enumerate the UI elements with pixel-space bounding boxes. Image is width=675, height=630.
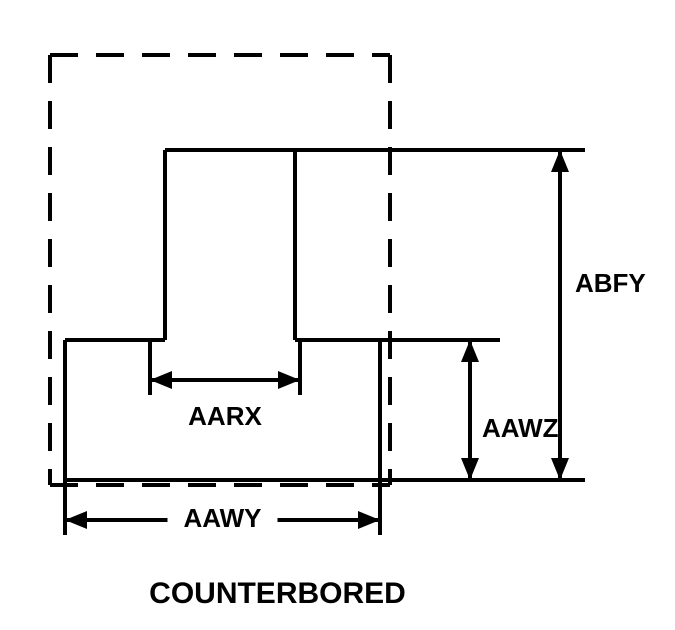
dim-label-aawy: AAWY	[184, 503, 262, 533]
dim-label-aarx: AARX	[188, 401, 262, 431]
diagram-title: COUNTERBORED	[149, 577, 406, 610]
counterbored-diagram: AAWY AARX AAWZ ABFY COUNTERBORED	[0, 0, 675, 630]
dim-label-aawz: AAWZ	[482, 413, 559, 443]
dim-label-abfy: ABFY	[575, 268, 646, 298]
